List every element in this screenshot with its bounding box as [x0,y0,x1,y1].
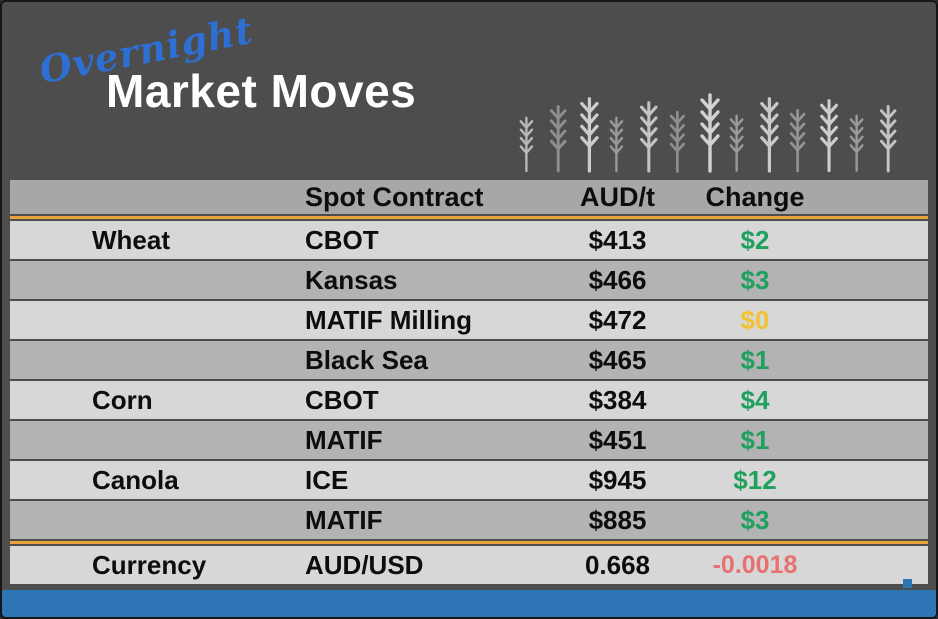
category-cell: Currency [92,549,207,580]
wheat-decoration [516,88,914,179]
table-row-canola-matif: MATIF $885 $3 [10,501,928,539]
header-aud-t: AUD/t [580,181,655,212]
category-cell: Wheat [92,224,170,255]
resize-handle [903,579,912,588]
change-cell: $12 [733,464,777,495]
category-cell: Corn [92,384,153,415]
contract-cell: MATIF Milling [305,304,473,335]
change-cell: $1 [740,344,770,375]
table-row-corn-matif: MATIF $451 $1 [10,421,928,459]
table-row-corn-cbot: Corn CBOT $384 $4 [10,381,928,419]
contract-cell: Kansas [305,264,398,295]
table-row-canola-ice: Canola ICE $945 $12 [10,461,928,499]
orange-divider-top [10,216,928,219]
header-change: Change [705,181,805,212]
change-cell: $2 [740,224,770,255]
price-cell: $451 [588,424,647,455]
orange-divider-bottom [10,541,928,544]
table-row-wheat-black-sea: Black Sea $465 $1 [10,341,928,379]
table-header-row: Spot Contract AUD/t Change [10,180,928,214]
price-cell: $885 [588,504,647,535]
contract-cell: ICE [305,464,349,495]
header: Overnight Market Moves [2,2,936,178]
market-table: Spot Contract AUD/t Change Wheat CBOT $4… [10,180,928,586]
contract-cell: MATIF [305,504,383,535]
price-cell: $472 [588,304,647,335]
contract-cell: AUD/USD [305,549,424,580]
change-cell: $4 [740,384,770,415]
change-cell: -0.0018 [712,550,798,579]
change-cell: $0 [740,304,770,335]
contract-cell: Black Sea [305,344,428,375]
price-cell: $466 [588,264,647,295]
table-row-wheat-cbot: Wheat CBOT $413 $2 [10,221,928,259]
table-row-wheat-kansas: Kansas $466 $3 [10,261,928,299]
header-spot-contract: Spot Contract [305,181,484,212]
price-cell: $413 [588,224,647,255]
change-cell: $3 [740,264,770,295]
wheat-icons [519,93,897,173]
contract-cell: MATIF [305,424,383,455]
contract-cell: CBOT [305,384,379,415]
price-cell: $945 [588,464,647,495]
change-cell: $1 [740,424,770,455]
category-cell: Canola [92,464,179,495]
price-cell: $465 [588,344,647,375]
contract-cell: CBOT [305,224,379,255]
change-cell: $3 [740,504,770,535]
table-row-currency-audusd: Currency AUD/USD 0.668 -0.0018 [10,546,928,584]
price-cell: $384 [588,384,647,415]
footer-bar [2,590,936,617]
price-cell: 0.668 [584,549,651,580]
table-row-wheat-matif-milling: MATIF Milling $472 $0 [10,301,928,339]
page-title: Market Moves [106,65,417,117]
